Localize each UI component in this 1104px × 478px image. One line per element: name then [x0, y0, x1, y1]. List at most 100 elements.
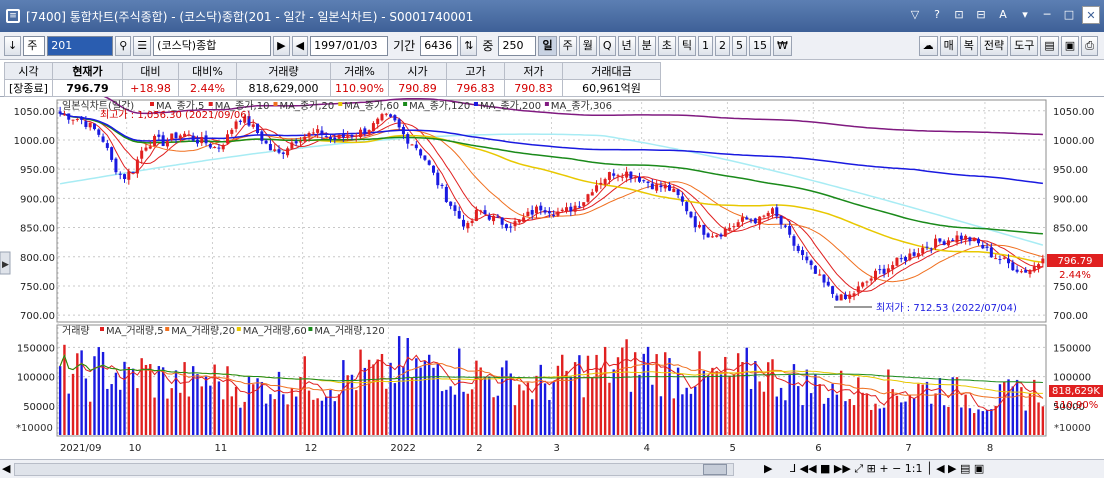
scroll-step-icon[interactable]: ⅃ ◀◀ ■ ▶▶ ⤢ ⊞ + − 1:1 │ ◀ ▶ ▤ ▣ — [790, 462, 985, 475]
period-input[interactable]: 6436 — [420, 35, 459, 56]
candle-body — [582, 202, 586, 206]
candle-body — [599, 182, 603, 185]
tf-minute[interactable]: 분 — [637, 35, 656, 56]
next-icon[interactable]: ▶ — [273, 35, 290, 56]
scroll-left-icon[interactable]: ◀ — [2, 462, 11, 475]
quote-header: 현재가 — [52, 62, 123, 80]
candle-body — [217, 147, 221, 149]
candle-body — [449, 201, 453, 206]
link-icon[interactable]: ⊡ — [954, 8, 964, 21]
volume-bar — [827, 397, 830, 435]
code-input[interactable]: 201 — [47, 35, 114, 56]
volume-bar — [664, 352, 667, 435]
code-prefix[interactable]: 주 — [23, 35, 46, 56]
candle-body — [560, 209, 564, 212]
volume-bar — [694, 386, 697, 435]
tf-tick[interactable]: 틱 — [677, 35, 696, 56]
scroll-right-icon[interactable]: ▶ — [764, 462, 773, 475]
candle-body — [483, 210, 487, 215]
volume-bar — [380, 353, 384, 435]
tf-month[interactable]: 월 — [578, 35, 597, 56]
tf-day[interactable]: 일 — [538, 35, 557, 56]
candle-body — [1015, 269, 1019, 272]
price-tick-right: 750.00 — [1053, 282, 1088, 293]
high-annotation: 최고가 : 1,056.30 (2021/09/06) — [100, 109, 251, 121]
sort-icon[interactable]: ↓ — [4, 35, 22, 56]
volume-bar — [981, 411, 984, 435]
layout-icon[interactable]: ⊟ — [976, 8, 986, 21]
panel-collapse-icon[interactable]: ▶ — [2, 260, 9, 270]
volume-bar — [749, 388, 753, 435]
dropdown-icon[interactable]: ▽ — [910, 8, 920, 21]
volume-unit-right: *10000 — [1054, 423, 1091, 434]
help-icon[interactable]: ? — [934, 8, 940, 21]
volume-bar — [127, 367, 131, 435]
candle-body — [612, 173, 616, 176]
candle-body — [174, 132, 178, 139]
quote-open: 790.89 — [388, 79, 447, 97]
trade-button[interactable]: 매 — [939, 35, 958, 56]
tf-second[interactable]: 초 — [657, 35, 676, 56]
chart-area[interactable]: ▶ 1050.00 1050.00 1000.00 1000.00 950.00 950.… — [0, 86, 1104, 459]
maximize-icon[interactable]: □ — [1063, 8, 1075, 21]
count-input[interactable]: 250 — [498, 35, 537, 56]
cloud-icon[interactable]: ☁ — [918, 35, 938, 56]
compound-button[interactable]: 복 — [959, 35, 978, 56]
tf-15[interactable]: 15 — [749, 35, 771, 56]
tf-5[interactable]: 5 — [732, 35, 747, 56]
volume-bar — [1003, 382, 1006, 435]
chart-svg[interactable]: ▶ 1050.00 1050.00 1000.00 1000.00 950.00 950.… — [0, 86, 1104, 459]
candle-body — [286, 148, 290, 156]
panel-collapse-tab[interactable] — [0, 251, 11, 275]
search-icon[interactable]: ⚲ — [115, 35, 132, 56]
volume-bar — [209, 385, 212, 435]
candle-body — [865, 281, 869, 283]
candle-body — [118, 173, 122, 175]
font-icon[interactable]: A — [999, 8, 1007, 21]
candle-body — [354, 135, 358, 137]
volume-bar — [685, 387, 688, 435]
volume-bar — [114, 372, 118, 435]
tf-1[interactable]: 1 — [698, 35, 713, 56]
period-lock-icon[interactable]: ⇅ — [460, 35, 478, 56]
menu-icon[interactable]: ▾ — [1022, 8, 1028, 21]
tf-year[interactable]: 년 — [617, 35, 636, 56]
volume-pane[interactable] — [56, 324, 1047, 437]
volume-bar — [526, 382, 530, 435]
scrollbar-thumb[interactable] — [703, 463, 727, 475]
tools-button[interactable]: 도구 — [1010, 35, 1039, 56]
volume-bar — [230, 396, 233, 435]
folder-icon[interactable]: ▤ — [1040, 35, 1059, 56]
volume-bar — [565, 370, 568, 435]
list-icon[interactable]: ☰ — [133, 35, 152, 56]
current-price-tag — [1047, 254, 1103, 267]
candle-body — [539, 205, 543, 211]
tf-week[interactable]: 주 — [558, 35, 577, 56]
tf-quarter[interactable]: Q — [598, 35, 616, 56]
candle-body — [891, 265, 895, 270]
volume-bar — [290, 388, 294, 435]
volume-bar — [621, 347, 624, 435]
print-icon[interactable]: ⎙ — [1081, 35, 1098, 56]
scrollbar-track[interactable] — [14, 462, 734, 476]
currency-icon[interactable]: ₩ — [773, 35, 792, 56]
save-icon[interactable]: ▣ — [1060, 35, 1080, 56]
strategy-button[interactable]: 전략 — [979, 35, 1009, 56]
candle-body — [97, 129, 101, 135]
stock-name-field[interactable]: (코스닥)종합 — [153, 35, 272, 56]
close-icon[interactable]: ✕ — [1082, 6, 1100, 24]
chart-scrollbar[interactable]: ◀ ▶ ⅃ ◀◀ ■ ▶▶ ⤢ ⊞ + − 1:1 │ ◀ ▶ ▤ ▣ — [0, 459, 1104, 478]
candle-body — [951, 239, 955, 242]
candle-body — [809, 260, 813, 266]
candle-body — [818, 274, 822, 276]
candle-body — [1032, 266, 1036, 272]
minimize-icon[interactable]: ─ — [1043, 8, 1051, 21]
date-field[interactable]: 1997/01/03 — [310, 35, 389, 56]
price-tick-left: 700.00 — [20, 311, 55, 322]
candle-body — [504, 224, 508, 229]
tf-2[interactable]: 2 — [715, 35, 730, 56]
volume-bar — [110, 384, 113, 435]
candle-body — [67, 113, 71, 120]
legend-swatch — [100, 327, 104, 331]
prev-icon[interactable]: ◀ — [291, 35, 309, 56]
